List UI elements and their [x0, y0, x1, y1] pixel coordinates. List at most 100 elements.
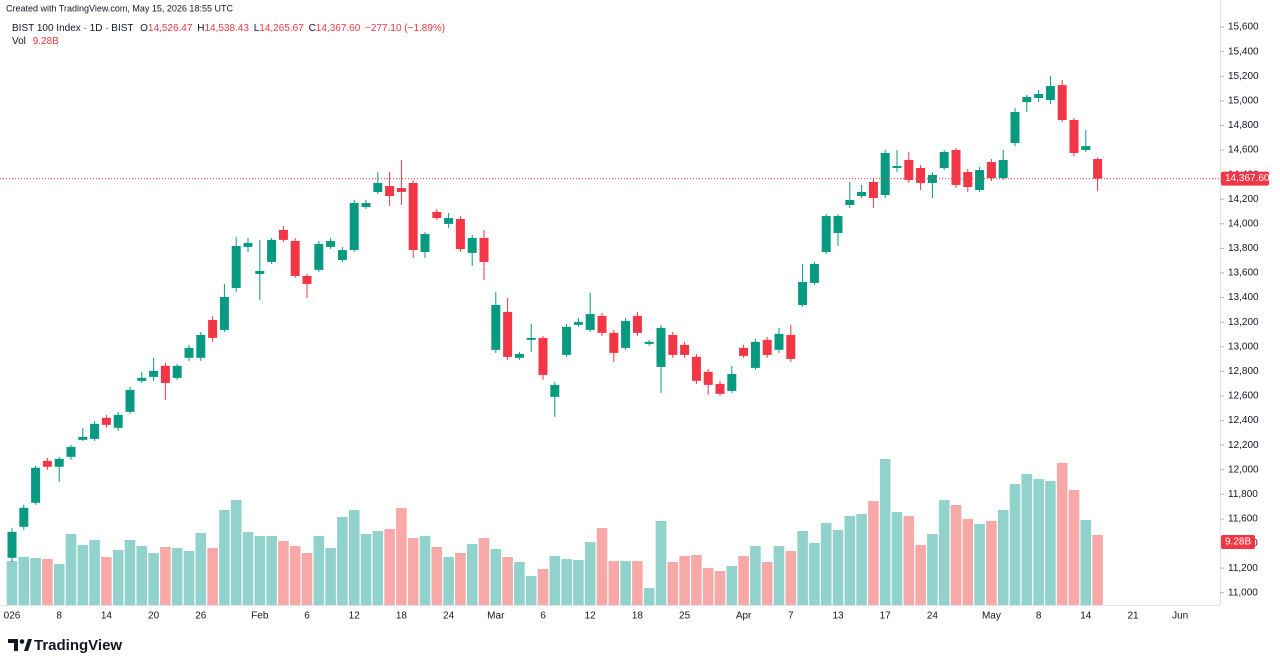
- y-tick-label: 13,400: [1228, 292, 1259, 303]
- candle-body: [892, 166, 902, 168]
- candle-body: [691, 356, 701, 381]
- x-tick-label: 21: [1127, 611, 1139, 622]
- candle-body: [113, 414, 123, 428]
- volume-bar: [938, 500, 950, 605]
- candle-body: [1022, 97, 1032, 103]
- candle-body: [514, 353, 524, 358]
- volume-bar: [207, 547, 218, 605]
- volume-bar: [407, 538, 419, 605]
- candle-body: [101, 417, 111, 425]
- volume-bar: [219, 509, 230, 605]
- volume-bar: [6, 561, 18, 605]
- y-tick-label: 14,600: [1228, 145, 1259, 156]
- y-tick-label: 14,200: [1228, 194, 1259, 205]
- candle-body: [1034, 94, 1044, 99]
- volume-bar: [112, 550, 124, 605]
- volume-bar: [1033, 478, 1044, 605]
- volume-bar: [820, 523, 832, 605]
- legend-ohlc: BIST 100 Index · 1D · BIST O14,526.47 H1…: [12, 23, 445, 34]
- volume-bar: [431, 547, 443, 605]
- candle-body: [432, 211, 442, 219]
- candle-body: [326, 241, 336, 247]
- candle-layer: [7, 76, 1103, 562]
- candle-body: [208, 319, 218, 338]
- candle-body: [160, 365, 170, 383]
- candle-body: [243, 242, 253, 247]
- volume-bar: [632, 561, 643, 605]
- logo-icon-slash: [24, 639, 32, 651]
- y-tick-label: 15,400: [1228, 46, 1259, 57]
- volume-bar: [761, 562, 773, 605]
- candle-body: [302, 275, 312, 284]
- legend-volume: Vol 9.28B: [12, 36, 59, 47]
- candle-body: [845, 199, 855, 205]
- candle-body: [385, 186, 395, 197]
- volume-bar: [809, 543, 820, 605]
- volume-bar: [950, 505, 962, 605]
- volume-bar: [502, 556, 513, 605]
- x-tick-label: 6: [540, 611, 546, 622]
- candle-body: [420, 234, 430, 252]
- candle-body: [857, 191, 867, 197]
- volume-bar: [986, 520, 997, 605]
- volume-bar: [466, 543, 478, 605]
- volume-bar: [903, 516, 915, 605]
- candle-body: [750, 341, 760, 368]
- x-tick-label: 17: [880, 611, 892, 622]
- volume-bar: [915, 544, 926, 605]
- volume-bar: [573, 559, 584, 605]
- x-tick-label: 14: [101, 611, 113, 622]
- volume-bar: [702, 567, 714, 605]
- candle-body: [916, 167, 926, 183]
- candle-body: [786, 334, 796, 359]
- candle-body: [597, 315, 607, 333]
- volume-bar: [1068, 489, 1080, 605]
- candle-body: [396, 188, 406, 192]
- candle-body: [715, 383, 725, 394]
- volume-bar: [254, 535, 266, 605]
- candle-body: [467, 237, 477, 253]
- candle-body: [821, 216, 831, 252]
- candle-body: [125, 389, 135, 412]
- volume-bar: [997, 509, 1009, 605]
- logo: TradingView: [8, 637, 122, 654]
- candle-body: [231, 245, 241, 288]
- volume-bar: [714, 570, 726, 605]
- y-tick-label: 14,000: [1228, 218, 1259, 229]
- volume-bar: [537, 569, 549, 605]
- volume-bar: [396, 508, 407, 605]
- volume-bar: [868, 501, 879, 605]
- y-tick-label: 13,000: [1228, 341, 1259, 352]
- logo-icon-dot: [19, 639, 25, 644]
- candle-body: [927, 174, 937, 183]
- volume-bar: [419, 535, 431, 605]
- candle-body: [503, 311, 513, 357]
- candle-body: [998, 159, 1008, 179]
- candle-body: [172, 365, 182, 378]
- y-tick-label: 13,600: [1228, 268, 1259, 279]
- candle-body: [255, 270, 265, 274]
- candle-body: [573, 321, 583, 325]
- x-tick-label: 13: [832, 611, 844, 622]
- volume-bar: [42, 558, 53, 605]
- x-tick-label: 18: [396, 611, 408, 622]
- legend-close: 14,367.60: [316, 23, 361, 34]
- candle-body: [314, 243, 324, 270]
- candle-body: [219, 296, 229, 330]
- volume-bar: [962, 519, 974, 605]
- candle-body: [90, 423, 100, 439]
- x-tick-label: 8: [1036, 611, 1042, 622]
- x-tick-label: 6: [304, 611, 310, 622]
- candle-body: [963, 172, 973, 188]
- volume-bar: [1056, 462, 1068, 605]
- volume-bar: [30, 558, 41, 605]
- volume-bar: [53, 563, 65, 605]
- volume-bar: [443, 556, 454, 605]
- candle-body: [904, 159, 914, 181]
- candle-body: [42, 460, 52, 467]
- volume-bar: [596, 528, 608, 605]
- candle-body: [727, 373, 737, 391]
- volume-bar: [844, 516, 856, 605]
- candle-body: [7, 531, 17, 558]
- candle-body: [774, 333, 784, 350]
